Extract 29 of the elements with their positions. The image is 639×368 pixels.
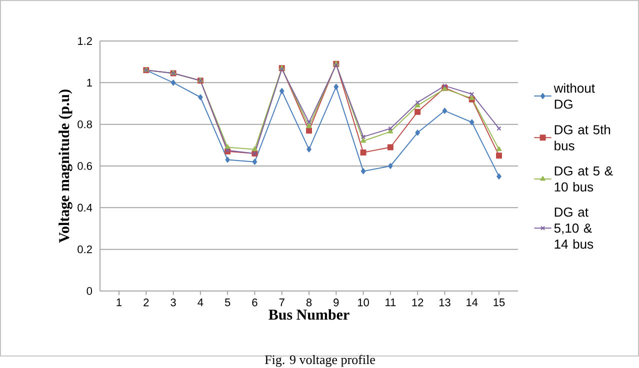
x-tick-label: 2 [144, 298, 149, 306]
x-axis-title: Bus Number [268, 309, 350, 320]
y-tick-label: 0.6 [78, 162, 92, 170]
y-tick-label: 1.2 [78, 37, 92, 45]
y-axis-title: Voltage magnitude (p.u) [58, 90, 72, 243]
y-tick-label: 0.4 [78, 204, 92, 212]
x-tick-label: 1 [116, 298, 122, 306]
y-tick-label: 0 [86, 287, 92, 295]
x-tick-label: 8 [306, 298, 312, 306]
x-tick-label: 15 [494, 298, 505, 306]
x-tick-label: 3 [170, 298, 176, 306]
x-tick-label: 6 [252, 298, 258, 306]
caption: Fig. 9 voltage profile [264, 354, 375, 367]
y-tick-label: 0.8 [78, 120, 92, 128]
x-tick-label: 11 [386, 298, 396, 306]
legend-label: DG at 5th bus [554, 124, 610, 150]
x-tick-label: 4 [198, 298, 204, 306]
y-tick-label: 1 [87, 78, 92, 86]
x-tick-label: 13 [439, 298, 450, 306]
x-tick-label: 9 [334, 298, 339, 306]
legend-label: without DG [554, 83, 595, 109]
legend-label: DG at 5 & 10 bus [554, 166, 613, 192]
x-tick-label: 14 [466, 298, 478, 306]
x-tick-label: 5 [224, 298, 230, 306]
x-tick-label: 12 [412, 298, 424, 306]
x-tick-label: 10 [358, 298, 369, 306]
legend-label: DG at 5,10 & 14 bus [554, 208, 594, 249]
y-tick-label: 0.2 [78, 245, 92, 254]
x-tick-label: 7 [279, 298, 284, 306]
